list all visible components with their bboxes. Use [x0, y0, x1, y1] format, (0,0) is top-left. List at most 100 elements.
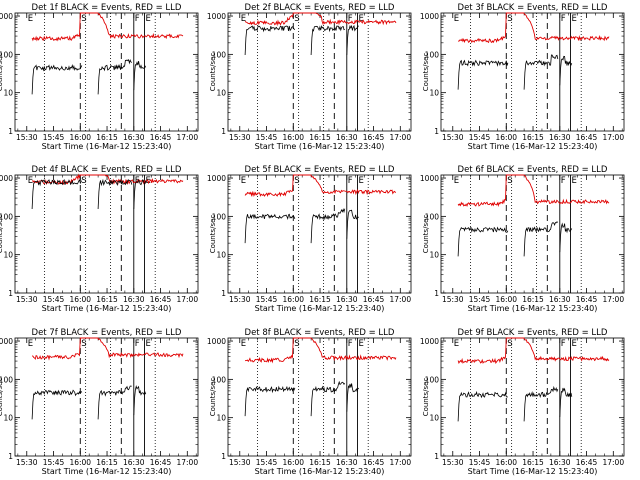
y-axis-label: Counts/sec [209, 53, 217, 92]
marker-label: F [561, 339, 566, 349]
y-tick-label: 1 [434, 289, 439, 298]
x-tick-label: 16:30 [336, 295, 358, 304]
x-tick-label: 15:30 [229, 458, 251, 467]
lld-series-line [244, 12, 397, 27]
y-tick-label: 100 [212, 375, 227, 384]
x-tick-label: 17:00 [176, 133, 198, 142]
panel-title: Det 5f BLACK = Events, RED = LLD [245, 165, 395, 175]
panel-title: Det 8f BLACK = Events, RED = LLD [245, 328, 395, 338]
x-axis-label: Start Time (16-Mar-12 15:23:40) [468, 304, 598, 313]
y-tick-label: 1 [221, 452, 226, 461]
x-tick-label: 16:00 [69, 133, 91, 142]
x-tick-label: 15:30 [229, 133, 251, 142]
x-tick-label: 17:00 [602, 458, 624, 467]
x-tick-label: 15:45 [256, 295, 278, 304]
y-tick-label: 10 [3, 251, 13, 260]
x-tick-label: 16:15 [309, 295, 331, 304]
events-series-line [244, 385, 296, 417]
marker-label: E [454, 176, 459, 186]
events-series-line [133, 179, 147, 210]
events-series-line [559, 55, 573, 86]
x-tick-label: 16:45 [150, 133, 172, 142]
x-tick-label: 16:45 [363, 133, 385, 142]
marker-label: E [28, 176, 33, 186]
y-tick-label: 1000 [207, 174, 226, 183]
events-series-line [523, 385, 559, 422]
x-tick-label: 16:45 [150, 458, 172, 467]
x-tick-label: 16:00 [495, 295, 517, 304]
events-series-line [346, 383, 359, 412]
events-series-line [523, 221, 559, 257]
events-series-line [97, 58, 133, 95]
events-series-line [457, 59, 509, 90]
events-series-line [97, 385, 132, 420]
x-tick-label: 16:00 [495, 458, 517, 467]
x-tick-label: 15:45 [256, 133, 278, 142]
y-axis-label: Counts/sec [422, 215, 430, 254]
x-tick-label: 15:45 [43, 458, 65, 467]
x-tick-label: 16:15 [522, 133, 544, 142]
plot-frame [440, 337, 625, 457]
events-series-line [244, 25, 296, 56]
marker-label: E [145, 339, 150, 349]
events-series-line [310, 380, 346, 417]
y-axis-label: Counts/sec [0, 215, 4, 254]
panel-title: Det 6f BLACK = Events, RED = LLD [458, 165, 608, 175]
events-series-line [31, 63, 83, 95]
x-tick-label: 15:45 [43, 133, 65, 142]
events-series-line [31, 178, 83, 210]
y-tick-label: 1000 [207, 337, 226, 346]
marker-label: E [454, 14, 459, 24]
x-tick-label: 17:00 [176, 295, 198, 304]
x-tick-label: 15:30 [442, 295, 464, 304]
marker-label: S [81, 14, 86, 24]
marker-label: S [294, 339, 299, 349]
y-tick-label: 100 [425, 375, 440, 384]
y-tick-label: 10 [429, 414, 439, 423]
x-tick-label: 16:30 [123, 295, 145, 304]
panel-det-3: Det 3f BLACK = Events, RED = LLD 1 10 100 10… [420, 3, 625, 151]
marker-label: E [28, 14, 33, 24]
events-series-line [559, 387, 573, 418]
events-series-line [244, 213, 296, 244]
y-tick-label: 10 [216, 251, 226, 260]
y-axis-label: Counts/sec [422, 53, 430, 92]
lld-series-line [31, 12, 184, 42]
x-tick-label: 16:45 [363, 295, 385, 304]
y-tick-label: 10 [3, 89, 13, 98]
x-tick-label: 15:30 [16, 133, 38, 142]
y-tick-label: 100 [212, 50, 227, 59]
x-tick-label: 16:15 [522, 458, 544, 467]
y-tick-label: 100 [212, 212, 227, 221]
y-tick-label: 10 [429, 89, 439, 98]
panel-title: Det 7f BLACK = Events, RED = LLD [32, 328, 182, 338]
x-tick-label: 17:00 [389, 458, 411, 467]
marker-label: S [81, 339, 86, 349]
x-tick-label: 16:15 [96, 133, 118, 142]
x-tick-label: 16:30 [123, 458, 145, 467]
plot-frame [440, 12, 625, 132]
x-tick-label: 16:30 [549, 133, 571, 142]
y-tick-label: 10 [216, 89, 226, 98]
panel-title: Det 9f BLACK = Events, RED = LLD [458, 328, 608, 338]
y-axis-label: Counts/sec [209, 215, 217, 254]
x-tick-label: 16:30 [336, 133, 358, 142]
x-tick-label: 15:45 [43, 295, 65, 304]
plot-frame [440, 174, 625, 294]
x-tick-label: 16:15 [522, 295, 544, 304]
events-series-line [346, 209, 359, 239]
marker-label: E [358, 176, 363, 186]
y-tick-label: 1 [8, 452, 13, 461]
x-tick-label: 16:00 [282, 133, 304, 142]
x-axis-label: Start Time (16-Mar-12 15:23:40) [255, 467, 385, 476]
events-series-line [133, 61, 147, 91]
x-tick-label: 16:30 [549, 295, 571, 304]
x-axis-label: Start Time (16-Mar-12 15:23:40) [42, 467, 172, 476]
x-tick-label: 16:45 [576, 458, 598, 467]
x-axis-label: Start Time (16-Mar-12 15:23:40) [468, 467, 598, 476]
y-tick-label: 1000 [420, 174, 439, 183]
events-series-line [310, 24, 345, 56]
y-tick-label: 10 [429, 251, 439, 260]
events-series-line [523, 54, 559, 90]
